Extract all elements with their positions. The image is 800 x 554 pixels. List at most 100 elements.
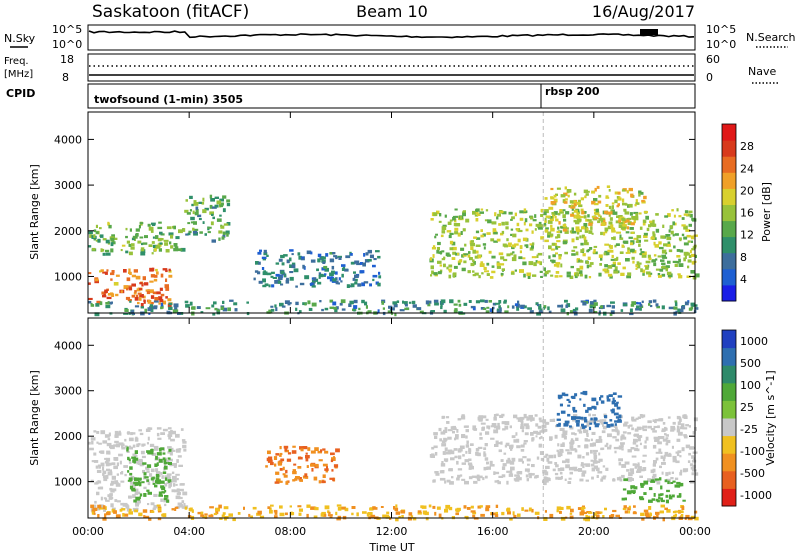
power-echo-cell — [601, 222, 606, 226]
power-echo-cell — [543, 305, 547, 309]
power-echo-cell — [544, 209, 549, 214]
power-echo-cell — [686, 275, 691, 278]
power-echo-cell — [618, 215, 623, 218]
velocity-echo-cell — [580, 510, 585, 513]
power-echo-cell — [112, 241, 116, 245]
velocity-echo-cell — [583, 429, 586, 434]
velocity-echo-cell — [221, 514, 225, 518]
velocity-echo-cell — [105, 497, 108, 502]
velocity-echo-cell — [627, 449, 632, 453]
power-echo-cell — [635, 202, 640, 205]
power-echo-cell — [165, 278, 168, 282]
power-echo-cell — [175, 236, 180, 240]
velocity-echo-cell — [524, 423, 529, 427]
power-echo-cell — [419, 310, 424, 314]
power-echo-cell — [673, 306, 678, 310]
power-echo-cell — [599, 305, 603, 309]
power-echo-cell — [691, 253, 696, 257]
velocity-echo-cell — [121, 508, 126, 511]
velocity-echo-cell — [439, 438, 443, 442]
power-echo-cell — [493, 231, 498, 235]
power-echo-cell — [141, 283, 144, 287]
power-echo-cell — [630, 250, 634, 253]
power-echo-cell — [547, 220, 553, 224]
velocity-echo-cell — [104, 506, 107, 510]
velocity-echo-cell — [90, 479, 94, 483]
velocity-echo-cell — [668, 471, 671, 475]
velocity-echo-cell — [521, 429, 524, 433]
power-echo-cell — [135, 228, 140, 232]
power-echo-cell — [579, 235, 582, 239]
power-echo-cell — [153, 300, 159, 303]
velocity-echo-cell — [126, 508, 131, 512]
velocity-echo-cell — [122, 502, 128, 507]
power-echo-cell — [110, 301, 113, 304]
velocity-echo-cell — [585, 429, 589, 433]
power-echo-cell — [522, 261, 527, 266]
velocity-echo-cell — [520, 449, 525, 452]
velocity-echo-cell — [146, 470, 150, 473]
power-echo-cell — [572, 200, 577, 203]
power-echo-cell — [686, 252, 690, 256]
velocity-echo-cell — [634, 433, 639, 437]
velocity-echo-cell — [553, 454, 557, 459]
velocity-echo-cell — [453, 448, 458, 451]
power-echo-cell — [209, 211, 214, 215]
power-echo-cell — [563, 201, 568, 204]
power-echo-cell — [448, 274, 452, 279]
velocity-echo-cell — [556, 418, 561, 421]
velocity-echo-cell — [559, 427, 565, 431]
velocity-echo-cell — [160, 472, 163, 476]
power-echo-cell — [277, 280, 282, 284]
velocity-echo-cell — [614, 450, 617, 454]
power-echo-cell — [123, 269, 127, 273]
power-echo-cell — [585, 218, 589, 222]
power-echo-cell — [484, 270, 489, 273]
velocity-echo-cell — [138, 460, 143, 463]
power-echo-cell — [302, 264, 305, 269]
velocity-echo-cell — [677, 431, 683, 436]
velocity-echo-cell — [96, 441, 99, 444]
power-echo-cell — [387, 310, 392, 313]
velocity-echo-cell — [517, 419, 522, 422]
velocity-echo-cell — [623, 478, 629, 482]
power-echo-cell — [465, 218, 470, 223]
velocity-echo-cell — [89, 447, 94, 451]
power-echo-cell — [261, 267, 265, 270]
power-echo-cell — [472, 307, 476, 311]
power-echo-cell — [534, 214, 537, 218]
velocity-echo-cell — [438, 427, 442, 432]
x-tick-label: 00:00 — [679, 525, 711, 538]
power-echo-cell — [653, 241, 656, 246]
power-echo-cell — [551, 242, 556, 246]
velocity-echo-cell — [326, 466, 328, 470]
power-echo-cell — [150, 308, 154, 312]
power-echo-cell — [598, 272, 602, 277]
velocity-colorbar-label: Velocity [m s^-1] — [764, 370, 777, 465]
velocity-echo-cell — [591, 431, 596, 435]
power-echo-cell — [327, 276, 331, 280]
power-echo-cell — [508, 244, 512, 247]
velocity-echo-cell — [135, 503, 139, 507]
power-echo-cell — [216, 200, 222, 205]
velocity-echo-cell — [169, 451, 173, 456]
power-echo-cell — [525, 244, 529, 249]
velocity-echo-cell — [597, 471, 603, 474]
cpid-program-2: rbsp 200 — [545, 85, 600, 98]
velocity-colorbar-frame — [721, 329, 737, 507]
power-echo-cell — [642, 222, 646, 226]
velocity-colorbar-swatch — [722, 400, 736, 419]
power-echo-cell — [329, 299, 334, 303]
power-echo-cell — [545, 227, 549, 230]
velocity-echo-cell — [395, 504, 398, 508]
power-y-tick-label: 3000 — [54, 179, 82, 192]
power-echo-cell — [603, 231, 606, 236]
velocity-echo-cell — [351, 512, 354, 516]
power-echo-cell — [458, 262, 461, 266]
velocity-echo-cell — [614, 423, 617, 426]
velocity-echo-cell — [434, 511, 437, 516]
velocity-echo-cell — [265, 465, 268, 468]
power-echo-cell — [673, 311, 677, 316]
velocity-echo-cell — [660, 504, 665, 508]
power-echo-cell — [486, 273, 490, 276]
